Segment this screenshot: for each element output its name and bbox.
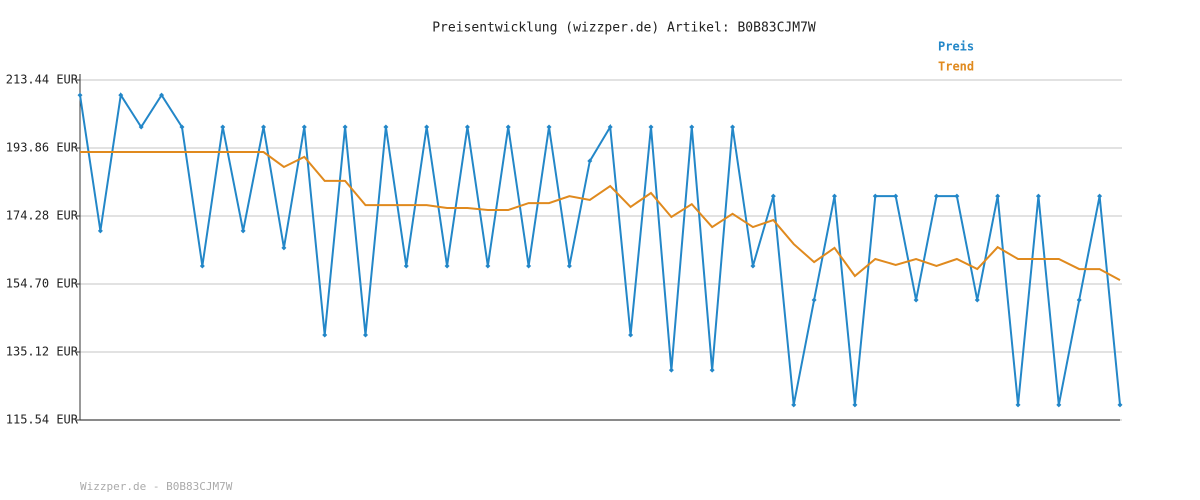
point (485, 263, 491, 269)
point (730, 124, 736, 130)
point (179, 124, 185, 130)
point (220, 124, 226, 130)
y-tick-label: 115.54 EUR (6, 413, 79, 427)
point (954, 193, 960, 199)
point (709, 367, 715, 373)
point (322, 332, 328, 338)
footer: Wizzper.de - B0B83CJM7W (80, 480, 233, 493)
point (974, 297, 980, 303)
point (1117, 402, 1123, 408)
point (852, 402, 858, 408)
point (770, 193, 776, 199)
point (995, 193, 1001, 199)
y-tick-label: 135.12 EUR (6, 345, 79, 359)
point (159, 92, 165, 98)
point (1015, 402, 1021, 408)
point (546, 124, 552, 130)
point (261, 124, 267, 130)
point (199, 263, 205, 269)
point (750, 263, 756, 269)
point (118, 92, 124, 98)
point (1097, 193, 1103, 199)
point (587, 158, 593, 164)
point (444, 263, 450, 269)
y-tick-label: 174.28 EUR (6, 209, 79, 223)
series-line (80, 151, 1121, 282)
point (424, 124, 430, 130)
legend-entry: Trend (938, 60, 974, 74)
point (342, 124, 348, 130)
point (240, 228, 246, 234)
point (689, 124, 695, 130)
point (872, 193, 878, 199)
point (138, 124, 144, 130)
point (505, 124, 511, 130)
point (648, 124, 654, 130)
point (832, 193, 838, 199)
point (464, 124, 470, 130)
y-tick-label: 213.44 EUR (6, 73, 79, 87)
point (1076, 297, 1082, 303)
point (628, 332, 634, 338)
point (933, 193, 939, 199)
point (893, 193, 899, 199)
y-tick-label: 154.70 EUR (6, 277, 79, 291)
point (281, 245, 287, 251)
point (526, 263, 532, 269)
point (791, 402, 797, 408)
point (1056, 402, 1062, 408)
point (362, 332, 368, 338)
point (811, 297, 817, 303)
point (668, 367, 674, 373)
point (97, 228, 103, 234)
point (913, 297, 919, 303)
point (566, 263, 572, 269)
point (383, 124, 389, 130)
point (301, 124, 307, 130)
point (77, 92, 83, 98)
point (607, 124, 613, 130)
chart-title: Preisentwicklung (wizzper.de) Artikel: B… (432, 21, 816, 36)
series-line (79, 92, 1121, 406)
y-tick-label: 193.86 EUR (6, 141, 79, 155)
point (1035, 193, 1041, 199)
point (403, 263, 409, 269)
legend-entry: Preis (938, 40, 974, 54)
